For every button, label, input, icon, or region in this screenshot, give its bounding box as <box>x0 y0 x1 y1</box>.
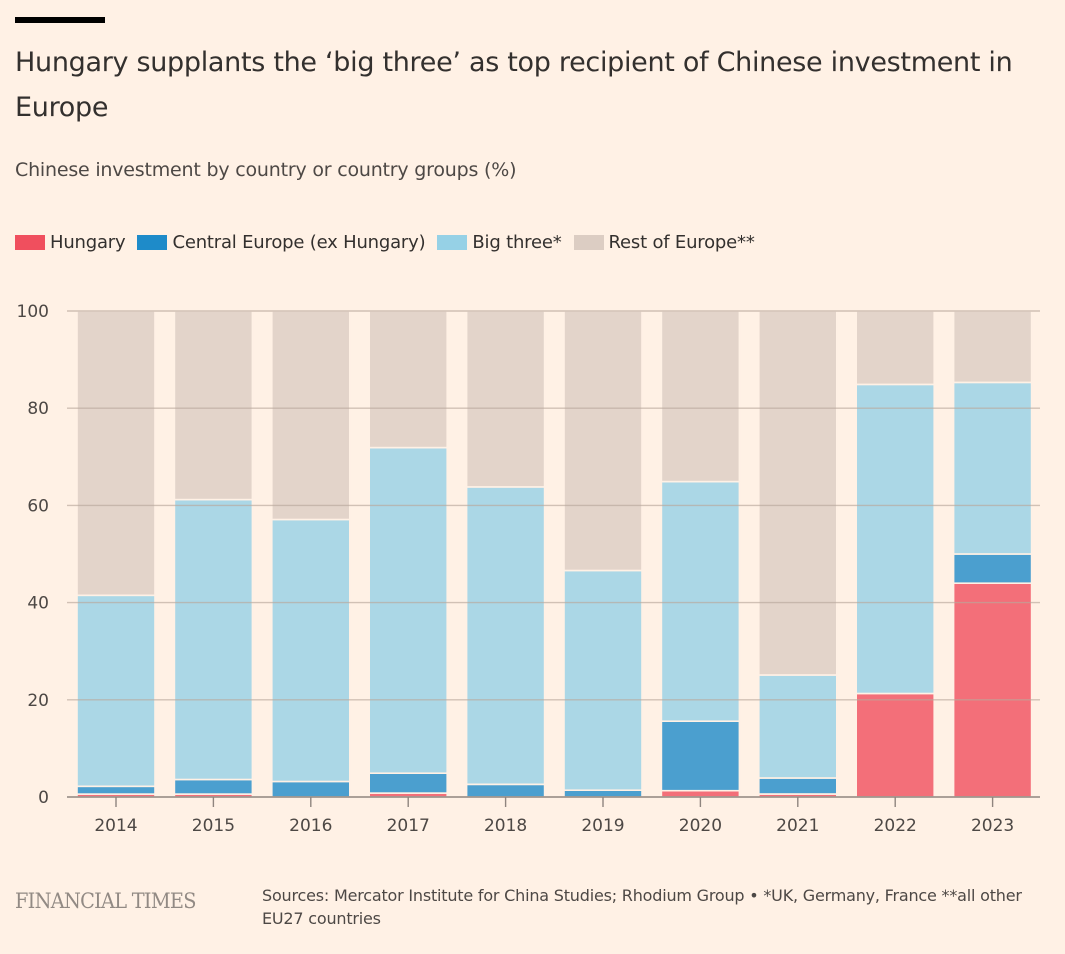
bar-segment-big-three-2021 <box>757 674 838 779</box>
bar-segment-rest-of-europe-2021 <box>757 310 838 676</box>
bar-segment-central-europe-ex-hungary-2020 <box>660 720 741 792</box>
legend-label-big-three: Big three* <box>472 232 562 253</box>
y-tick-label-0: 0 <box>38 788 49 808</box>
y-tick-label-80: 80 <box>27 399 49 419</box>
bar-segment-rest-of-europe-2022 <box>855 310 936 386</box>
source-note: Sources: Mercator Institute for China St… <box>262 886 1022 928</box>
bar-segment-big-three-2016 <box>270 518 351 783</box>
bar-segment-central-europe-ex-hungary-2018 <box>465 783 546 798</box>
bar-segment-rest-of-europe-2018 <box>465 310 546 488</box>
gridlines-layer <box>67 310 1040 701</box>
bar-segment-central-europe-ex-hungary-2014 <box>76 785 156 795</box>
x-tick-label-2020: 2020 <box>679 816 722 836</box>
bar-segment-big-three-2018 <box>465 486 546 786</box>
chart-subtitle: Chinese investment by country or country… <box>15 159 517 181</box>
bar-segment-big-three-2014 <box>76 594 156 788</box>
legend-swatch-rest-of-europe <box>573 235 604 250</box>
legend-item-hungary: Hungary <box>15 232 126 253</box>
bar-segment-big-three-2017 <box>368 446 449 775</box>
chart-legend: Hungary Central Europe (ex Hungary) Big … <box>15 232 755 253</box>
ft-logo: FINANCIAL TIMES <box>15 889 196 913</box>
bar-segment-hungary-2022 <box>855 692 936 798</box>
legend-swatch-hungary <box>15 235 45 250</box>
bar-segment-rest-of-europe-2023 <box>952 310 1033 384</box>
bar-segment-big-three-2015 <box>173 498 254 781</box>
bar-segment-big-three-2020 <box>660 480 741 723</box>
x-tick-label-2015: 2015 <box>192 816 235 836</box>
legend-swatch-central-europe <box>137 235 168 250</box>
y-tick-label-40: 40 <box>27 594 49 614</box>
bar-segment-hungary-2020 <box>660 789 741 798</box>
x-tick-label-2022: 2022 <box>874 816 917 836</box>
y-tick-label-60: 60 <box>27 496 49 516</box>
chart-title: Hungary supplants the ‘big three’ as top… <box>15 47 1013 123</box>
y-tick-label-100: 100 <box>17 302 49 322</box>
bar-segment-central-europe-ex-hungary-2021 <box>757 777 838 795</box>
legend-label-hungary: Hungary <box>50 232 126 253</box>
x-axis: 2014 2015 2016 2017 2018 2019 2020 2021 2022 2023 <box>67 796 1040 836</box>
bar-segment-big-three-2022 <box>855 383 936 695</box>
ft-top-bar <box>15 17 105 23</box>
bar-segment-central-europe-ex-hungary-2015 <box>173 778 254 795</box>
x-tick-label-2023: 2023 <box>971 816 1014 836</box>
bar-segment-central-europe-ex-hungary-2017 <box>368 772 449 794</box>
bar-segment-rest-of-europe-2020 <box>660 310 741 483</box>
bar-segment-big-three-2023 <box>952 381 1033 555</box>
x-tick-label-2017: 2017 <box>387 816 430 836</box>
x-tick-label-2019: 2019 <box>581 816 624 836</box>
bar-segment-rest-of-europe-2019 <box>563 310 643 572</box>
x-tick-label-2014: 2014 <box>94 816 137 836</box>
x-tick-label-2018: 2018 <box>484 816 527 836</box>
bar-segment-rest-of-europe-2017 <box>368 310 449 449</box>
x-tick-label-2016: 2016 <box>289 816 332 836</box>
bar-segment-central-europe-ex-hungary-2023 <box>952 553 1033 585</box>
legend-item-big-three: Big three* <box>437 232 562 253</box>
bars-layer <box>76 310 1033 798</box>
bar-segment-rest-of-europe-2016 <box>270 310 351 521</box>
legend-swatch-big-three <box>437 235 468 250</box>
bar-segment-central-europe-ex-hungary-2016 <box>270 780 351 798</box>
legend-item-central-europe: Central Europe (ex Hungary) <box>137 232 426 253</box>
bar-segment-central-europe-ex-hungary-2019 <box>563 789 643 798</box>
legend-item-rest-of-europe: Rest of Europe** <box>573 232 755 253</box>
x-tick-label-2021: 2021 <box>776 816 819 836</box>
bar-segment-rest-of-europe-2015 <box>173 310 254 501</box>
legend-label-rest-of-europe: Rest of Europe** <box>608 232 755 253</box>
y-tick-label-20: 20 <box>27 691 49 711</box>
y-axis: 0 20 40 60 80 100 <box>17 302 49 808</box>
stacked-bar-chart: 0 20 40 60 80 100 2014 2015 2016 2017 2018 2019 202… <box>17 302 1040 836</box>
bar-segment-hungary-2023 <box>952 582 1033 798</box>
bar-segment-big-three-2019 <box>563 569 643 791</box>
bar-segment-rest-of-europe-2014 <box>76 310 156 597</box>
legend-label-central-europe: Central Europe (ex Hungary) <box>172 232 426 253</box>
